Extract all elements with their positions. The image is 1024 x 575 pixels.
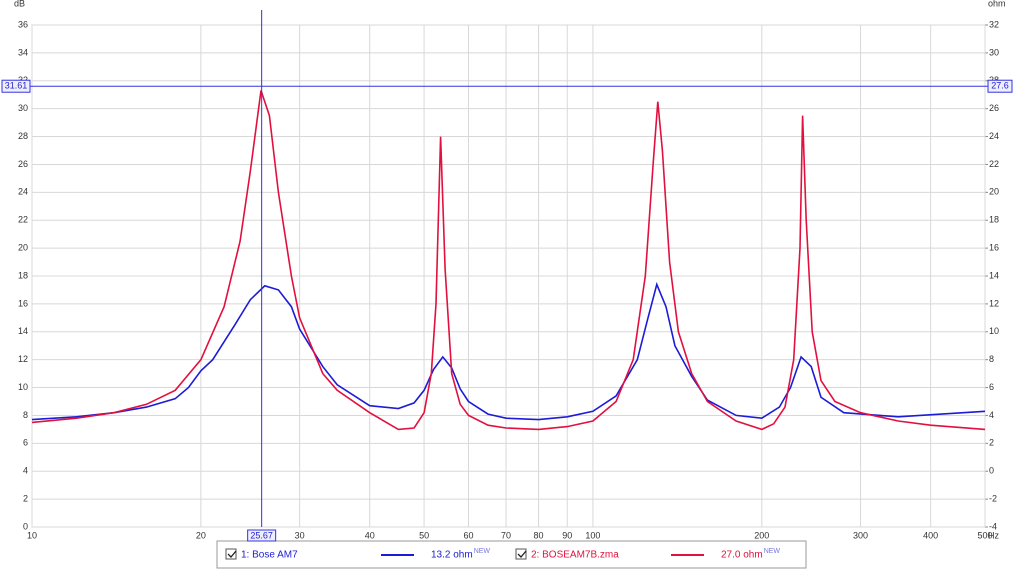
x-tick-label: 500 — [977, 530, 992, 540]
series-line — [31, 281, 986, 421]
x-tick-label: 70 — [501, 530, 511, 540]
y2-tick-label: 32 — [989, 19, 999, 29]
legend-badge: NEW — [474, 548, 491, 555]
legend-check — [517, 550, 527, 558]
y-tick-label: 30 — [18, 103, 28, 113]
legend-box — [216, 540, 807, 569]
legend-name: 1: Bose AM7 — [241, 550, 298, 561]
y2-tick-label: 12 — [989, 298, 999, 308]
x-tick-label: 90 — [562, 530, 572, 540]
x-axis-unit: Hz — [988, 530, 999, 540]
x-tick-label: 300 — [853, 530, 868, 540]
y-tick-label: 6 — [23, 438, 28, 448]
x-tick-label: 100 — [585, 530, 600, 540]
legend-checkbox[interactable] — [225, 548, 237, 560]
y-tick-label: 22 — [18, 215, 28, 225]
legend-check — [227, 550, 237, 558]
y-tick-label: 4 — [23, 466, 28, 476]
y-tick-label: 36 — [18, 19, 28, 29]
x-tick-label: 30 — [295, 530, 305, 540]
cursor-x-label: 25.67 — [250, 530, 273, 540]
cursor-y2-label: 27.6 — [991, 81, 1009, 91]
cursor-x-box — [247, 529, 277, 542]
x-tick-label: 50 — [419, 530, 429, 540]
series-line — [31, 90, 986, 431]
y-tick-label: 34 — [18, 47, 28, 57]
cursor-y2-box — [987, 79, 1013, 93]
y2-tick-label: 14 — [989, 270, 999, 280]
y2-tick-label: 6 — [989, 382, 994, 392]
y2-tick-label: 10 — [989, 326, 999, 336]
y-axis-unit: dB — [14, 0, 25, 8]
cursor-y-box — [1, 79, 31, 93]
y-tick-label: 18 — [18, 270, 28, 280]
y-tick-label: 2 — [23, 493, 28, 503]
y2-tick-label: 8 — [989, 354, 994, 364]
legend-name: 2: BOSEAM7B.zma — [531, 550, 619, 561]
x-tick-label: 60 — [463, 530, 473, 540]
y-tick-label: 14 — [18, 326, 28, 336]
y2-tick-label: 0 — [989, 466, 994, 476]
y2-tick-label: 4 — [989, 410, 994, 420]
y2-tick-label: 22 — [989, 159, 999, 169]
y-tick-label: 28 — [18, 131, 28, 141]
x-tick-label: 400 — [923, 530, 938, 540]
y2-tick-label: 2 — [989, 438, 994, 448]
y2-tick-label: -4 — [989, 521, 997, 531]
y-tick-label: 8 — [23, 410, 28, 420]
y-tick-label: 12 — [18, 354, 28, 364]
y-tick-label: 10 — [18, 382, 28, 392]
x-tick-label: 80 — [534, 530, 544, 540]
y2-tick-label: 18 — [989, 215, 999, 225]
cursor-y-label: 31.61 — [5, 81, 28, 91]
y2-tick-label: 30 — [989, 47, 999, 57]
y-tick-label: 26 — [18, 159, 28, 169]
y2-axis-unit: ohm — [988, 0, 1006, 8]
x-tick-label: 200 — [754, 530, 769, 540]
y-tick-label: 0 — [23, 521, 28, 531]
legend-checkbox[interactable] — [515, 548, 527, 560]
y2-tick-label: 24 — [989, 131, 999, 141]
x-tick-label: 20 — [196, 530, 206, 540]
legend-badge: NEW — [764, 548, 781, 555]
x-tick-label: 10 — [27, 530, 37, 540]
y-tick-label: 16 — [18, 298, 28, 308]
legend: 1: Bose AM7 13.2 ohm NEW 2: BOSEAM7B.zma 27.… — [216, 540, 807, 569]
y-tick-label: 24 — [18, 187, 28, 197]
legend-value: 13.2 ohm — [431, 550, 473, 561]
y2-tick-label: 26 — [989, 103, 999, 113]
x-tick-label: 40 — [365, 530, 375, 540]
y-tick-label: 20 — [18, 242, 28, 252]
y2-tick-label: 16 — [989, 242, 999, 252]
y2-tick-label: 20 — [989, 187, 999, 197]
y2-tick-label: -2 — [989, 493, 997, 503]
legend-value: 27.0 ohm — [721, 550, 763, 561]
